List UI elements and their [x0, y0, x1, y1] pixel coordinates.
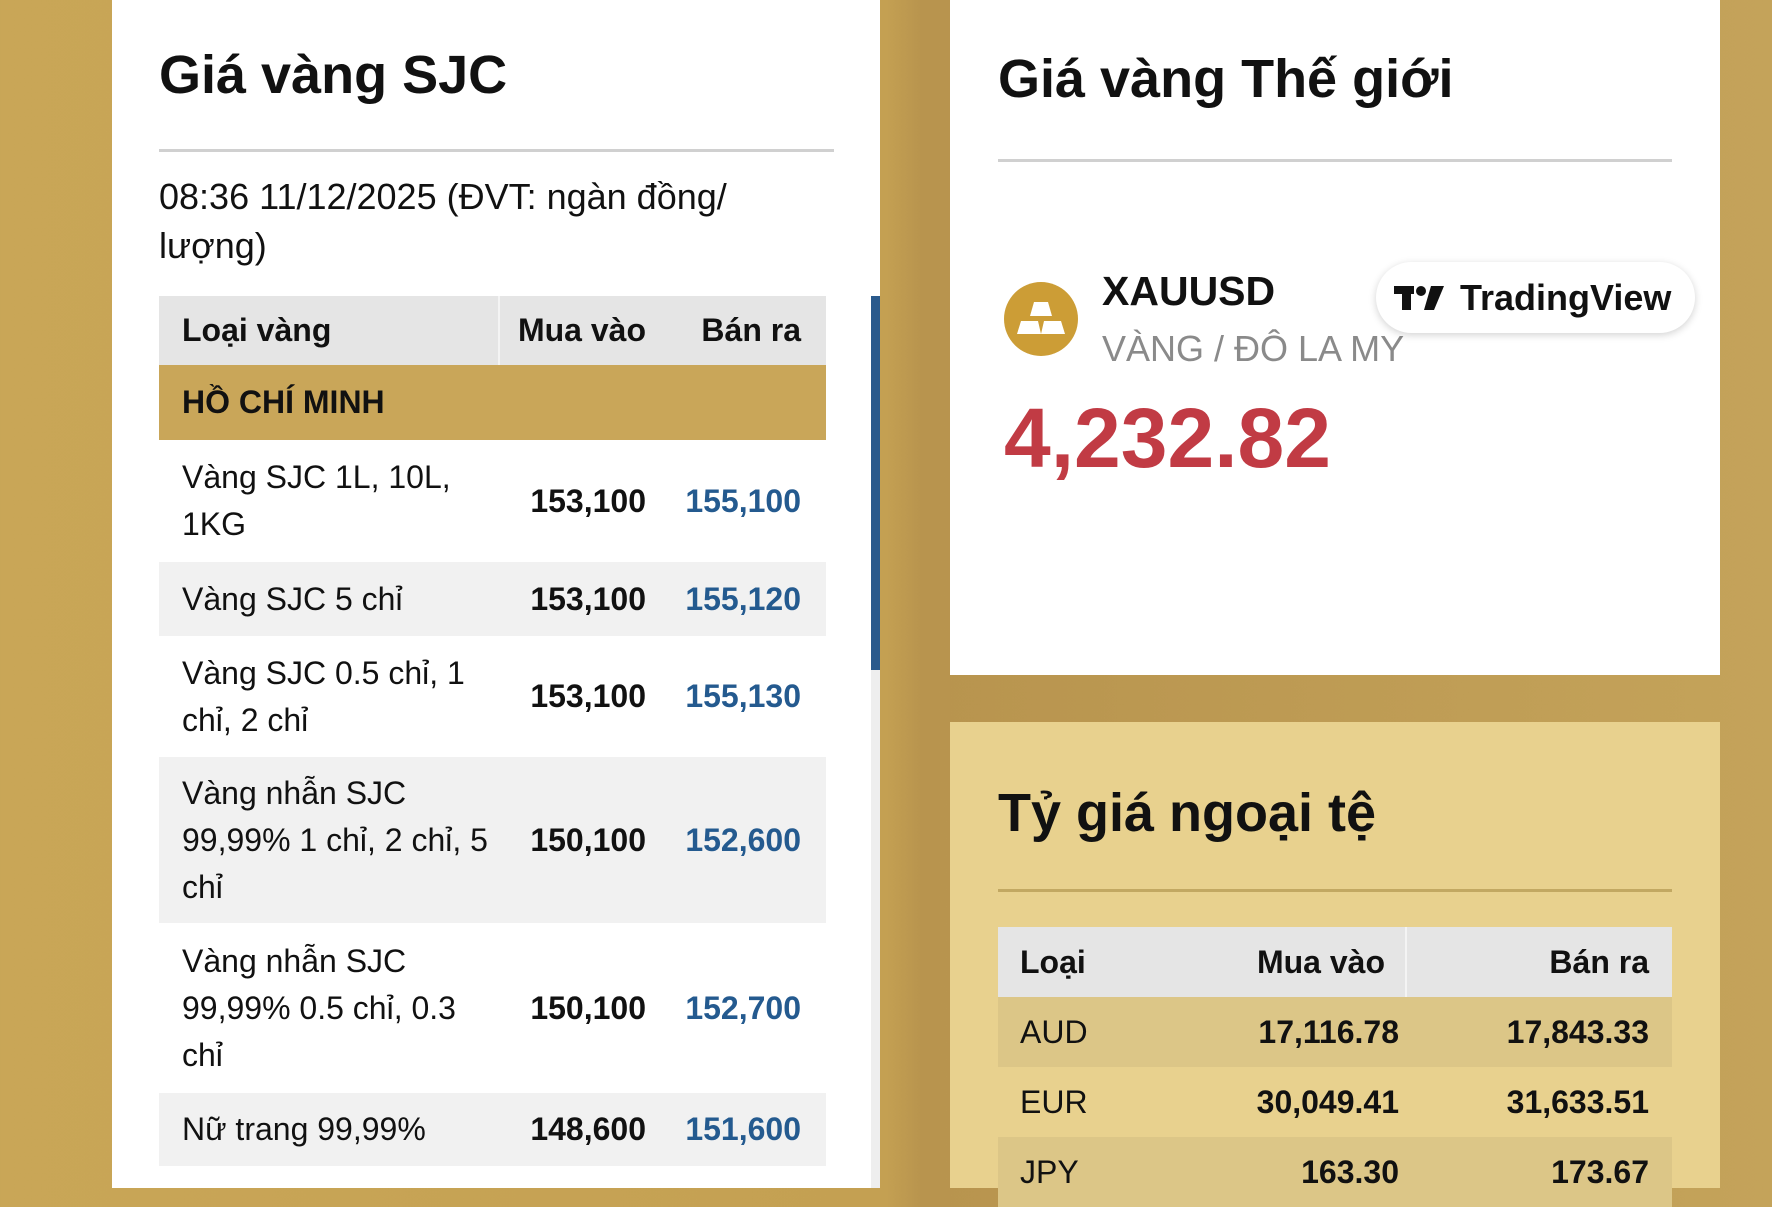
tradingview-label: TradingView [1460, 276, 1672, 318]
world-title: Giá vàng Thế giới [998, 49, 1454, 109]
row-sell: 155,130 [685, 678, 801, 714]
scrollbar-track[interactable] [871, 296, 880, 1188]
sell: 31,633.51 [1506, 1083, 1649, 1120]
row-sell: 152,600 [685, 821, 801, 858]
table-row: Vàng nhẫn SJC 99,99% 0.5 chỉ, 0.3 chỉ 150… [159, 923, 826, 1093]
row-name: Nữ trang 99,99% [182, 1111, 426, 1147]
currency: JPY [1020, 1153, 1079, 1190]
row-name: Vàng SJC 5 chỉ [182, 580, 403, 617]
header-buy: Mua vào [1120, 927, 1407, 997]
buy: 30,049.41 [1256, 1083, 1399, 1120]
region-row: HỒ CHÍ MINH [159, 365, 826, 440]
divider [998, 889, 1672, 892]
header-sell: Bán ra [1549, 943, 1649, 980]
row-buy: 153,100 [530, 482, 646, 519]
fx-table: Loại Mua vào Bán ra AUD 17,116.78 17,843.33 … [998, 927, 1672, 1207]
divider [998, 159, 1672, 162]
row-name: Vàng nhẫn SJC 99,99% 1 chỉ, 2 chỉ, 5 chỉ [182, 774, 488, 905]
row-buy: 150,100 [530, 821, 646, 858]
row-buy: 150,100 [530, 989, 646, 1026]
row-sell: 155,100 [685, 482, 801, 519]
sjc-date: 08:36 11/12/2025 (ĐVT: ngàn đồng/ lượng) [159, 176, 727, 266]
row-buy: 153,100 [530, 678, 646, 714]
currency: AUD [1020, 1013, 1088, 1050]
fx-title: Tỷ giá ngoại tệ [998, 783, 1377, 843]
world-gold-panel: Giá vàng Thế giới [950, 0, 1720, 675]
header-type: Loại vàng [159, 296, 500, 365]
gold-bars-icon [1004, 282, 1078, 356]
buy: 17,116.78 [1258, 1013, 1399, 1050]
tradingview-logo-icon [1394, 285, 1444, 310]
row-name: Vàng SJC 1L, 10L, 1KG [182, 459, 451, 542]
sjc-title: Giá vàng SJC [159, 45, 508, 105]
table-row: EUR 30,049.41 31,633.51 [998, 1067, 1672, 1137]
table-row: Nữ trang 99,99% 148,600 151,600 [159, 1093, 826, 1166]
row-sell: 155,120 [685, 580, 801, 617]
row-sell: 152,700 [685, 989, 801, 1026]
symbol[interactable]: XAUUSD [1102, 268, 1276, 314]
sjc-gold-panel: Giá vàng SJC 08:36 11/12/2025 (ĐVT: ngàn… [112, 0, 880, 1188]
row-buy: 153,100 [530, 580, 646, 617]
sjc-table: Loại vàng Mua vào Bán ra HỒ CHÍ MINH Vàn… [159, 296, 826, 1166]
buy: 163.30 [1301, 1153, 1399, 1190]
table-row: Vàng SJC 5 chỉ 153,100 155,120 [159, 562, 826, 636]
table-row: Vàng nhẫn SJC 99,99% 1 chỉ, 2 chỉ, 5 chỉ… [159, 757, 826, 923]
gold-price: 4,232.82 [1004, 391, 1331, 485]
divider [159, 149, 834, 152]
table-row: Vàng SJC 1L, 10L, 1KG 153,100 155,100 [159, 440, 826, 562]
sell: 17,843.33 [1506, 1013, 1649, 1050]
scrollbar-thumb[interactable] [871, 296, 880, 670]
table-row: Vàng SJC 0.5 chỉ, 1 chỉ, 2 chỉ 153,100 155… [159, 636, 826, 757]
symbol-description: VÀNG / ĐÔ LA MY [1102, 328, 1405, 369]
table-header: Loại Mua vào Bán ra [998, 927, 1672, 997]
tradingview-badge[interactable]: TradingView [1376, 262, 1695, 333]
table-row: JPY 163.30 173.67 [998, 1137, 1672, 1207]
row-buy: 148,600 [530, 1111, 646, 1147]
currency: EUR [1020, 1083, 1088, 1120]
row-name: Vàng nhẫn SJC 99,99% 0.5 chỉ, 0.3 chỉ [182, 942, 456, 1073]
header-currency: Loại [1020, 943, 1086, 980]
table-header: Loại vàng Mua vào Bán ra [159, 296, 826, 365]
row-name: Vàng SJC 0.5 chỉ, 1 chỉ, 2 chỉ [182, 654, 465, 738]
header-sell: Bán ra [701, 312, 801, 348]
table-row: AUD 17,116.78 17,843.33 [998, 997, 1672, 1067]
header-buy: Mua vào [517, 312, 646, 348]
sell: 173.67 [1551, 1153, 1649, 1190]
row-sell: 151,600 [685, 1111, 801, 1147]
